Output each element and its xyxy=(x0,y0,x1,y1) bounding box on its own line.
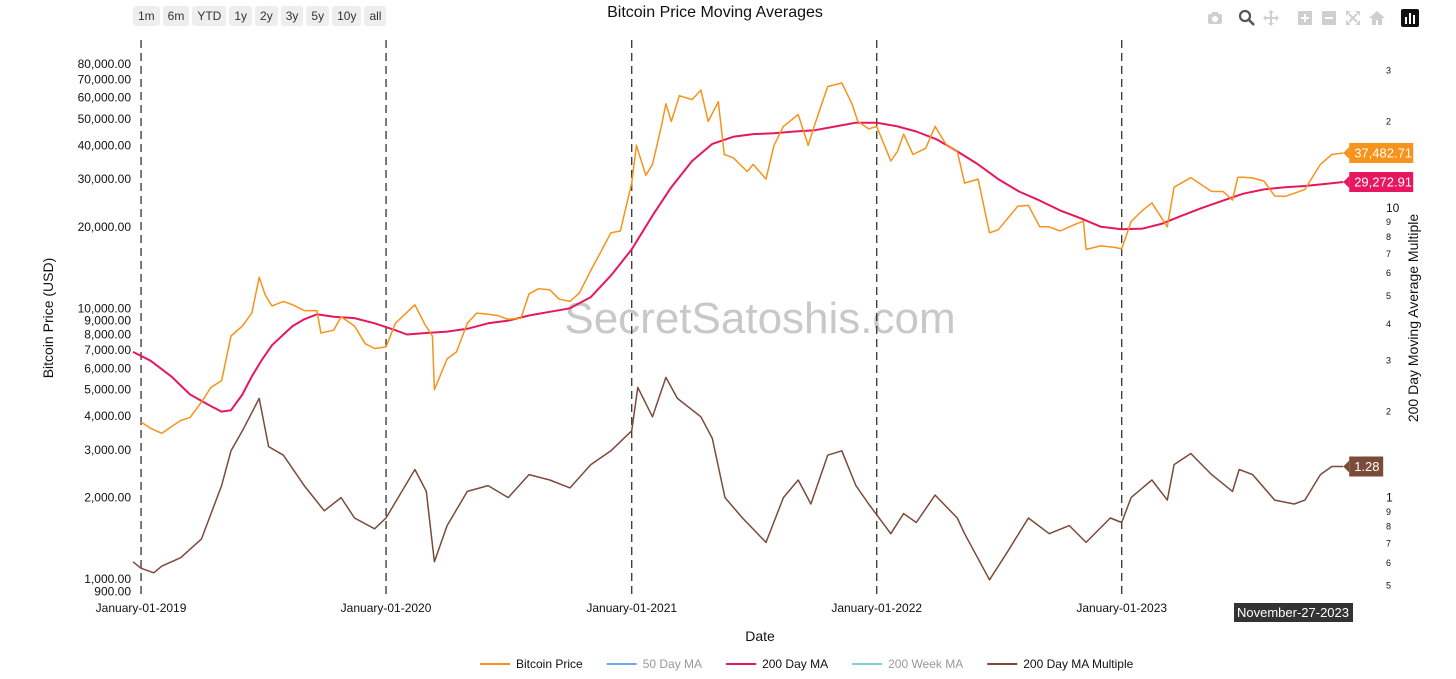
zoom-icon[interactable] xyxy=(1237,8,1257,28)
y-tick-label: 50,000.00 xyxy=(78,112,132,126)
y-tick-label: 70,000.00 xyxy=(78,73,132,87)
y2-tick-label: 8 xyxy=(1386,522,1391,532)
y-tick-label: 4,000.00 xyxy=(84,409,131,423)
y-tick-label: 9,000.00 xyxy=(84,314,131,328)
legend-item: Bitcoin Price xyxy=(516,657,583,671)
x-tick-label: January-01-2022 xyxy=(831,601,922,615)
range-button-ytd[interactable]: YTD xyxy=(192,6,227,26)
x-tick-label: January-01-2021 xyxy=(586,601,677,615)
end-label-text: 29,272.91 xyxy=(1354,175,1412,190)
y2-tick-label: 7 xyxy=(1386,538,1391,548)
y-tick-label: 6,000.00 xyxy=(84,361,131,375)
y2-tick-label: 4 xyxy=(1386,319,1391,329)
y2-axis-title: 200 Day Moving Average Multiple xyxy=(1405,214,1421,423)
x-tick-label: January-01-2020 xyxy=(341,601,432,615)
legend-item: 200 Day MA Multiple xyxy=(1023,657,1133,671)
series-line-bitcoin-price xyxy=(140,82,1344,435)
range-button-2y[interactable]: 2y xyxy=(255,6,278,26)
range-button-all[interactable]: all xyxy=(364,6,387,26)
legend-item: 50 Day MA xyxy=(643,657,702,671)
range-button-6m[interactable]: 6m xyxy=(162,6,190,26)
end-label-box xyxy=(1349,142,1414,163)
x-axis-title: Date xyxy=(745,628,775,644)
y2-tick-label: 3 xyxy=(1386,355,1391,365)
end-label-text: 37,482.71 xyxy=(1354,145,1412,160)
series-line-200-day-ma-multiple xyxy=(132,376,1344,581)
y-tick-label: 8,000.00 xyxy=(84,327,131,341)
y-axis-title: Bitcoin Price (USD) xyxy=(40,258,56,379)
autoscale-icon[interactable] xyxy=(1343,8,1363,28)
legend-item: 200 Week MA xyxy=(888,657,963,671)
modebar xyxy=(1205,8,1445,30)
camera-icon[interactable] xyxy=(1205,8,1225,28)
series-line-200-day-ma xyxy=(132,121,1344,413)
range-button-10y[interactable]: 10y xyxy=(332,6,362,26)
end-label-pointer xyxy=(1343,176,1350,189)
y-tick-label: 30,000.00 xyxy=(78,172,132,186)
y-tick-label: 1,000.00 xyxy=(84,572,131,586)
zoom-out-icon[interactable] xyxy=(1319,8,1339,28)
y-tick-label: 5,000.00 xyxy=(84,383,131,397)
end-label-box xyxy=(1349,172,1414,193)
range-button-1m[interactable]: 1m xyxy=(133,6,160,26)
end-label-box xyxy=(1349,456,1384,477)
y-tick-label: 2,000.00 xyxy=(84,490,131,504)
reset-axes-icon[interactable] xyxy=(1367,8,1387,28)
y2-tick-label: 5 xyxy=(1386,291,1391,301)
y2-tick-label: 9 xyxy=(1386,507,1391,517)
x-tick-label: January-01-2023 xyxy=(1076,601,1167,615)
zoom-in-icon[interactable] xyxy=(1295,8,1315,28)
y2-tick-label: 2 xyxy=(1386,117,1391,127)
y-tick-label: 40,000.00 xyxy=(78,138,132,152)
y2-tick-label: 10 xyxy=(1386,201,1400,215)
legend-item: 200 Day MA xyxy=(762,657,828,671)
y-tick-label: 20,000.00 xyxy=(78,220,132,234)
y2-tick-label: 6 xyxy=(1386,268,1391,278)
end-label-pointer xyxy=(1343,460,1350,473)
y2-tick-label: 7 xyxy=(1386,249,1391,259)
y2-tick-label: 1 xyxy=(1386,491,1393,505)
y2-tick-label: 8 xyxy=(1386,232,1391,242)
y-tick-label: 80,000.00 xyxy=(78,57,132,71)
y2-tick-label: 6 xyxy=(1386,558,1391,568)
plotly-logo-icon[interactable] xyxy=(1400,8,1420,28)
hover-date-label: November-27-2023 xyxy=(1237,605,1349,620)
y-tick-label: 7,000.00 xyxy=(84,343,131,357)
range-button-3y[interactable]: 3y xyxy=(280,6,304,26)
end-label-pointer xyxy=(1343,146,1350,159)
y-tick-label: 3,000.00 xyxy=(84,443,131,457)
y-tick-label: 60,000.00 xyxy=(78,91,132,105)
y2-tick-label: 9 xyxy=(1386,217,1391,227)
end-label-text: 1.28 xyxy=(1354,459,1379,474)
range-button-5y[interactable]: 5y xyxy=(306,6,330,26)
y-tick-label: 900.00 xyxy=(94,584,131,598)
hover-date-box xyxy=(1234,603,1353,622)
watermark: SecretSatoshis.com xyxy=(564,294,955,343)
chart-title: Bitcoin Price Moving Averages xyxy=(607,4,823,21)
y2-tick-label: 2 xyxy=(1386,406,1391,416)
y-tick-label: 10,000.00 xyxy=(78,301,132,315)
range-selector: 1m 6m YTD 1y 2y 3y 5y 10y all xyxy=(133,6,387,26)
y2-tick-label: 5 xyxy=(1386,581,1391,591)
range-button-1y[interactable]: 1y xyxy=(229,6,253,26)
x-tick-label: January-01-2019 xyxy=(96,601,187,615)
pan-icon[interactable] xyxy=(1261,8,1281,28)
y2-tick-label: 3 xyxy=(1386,66,1391,76)
